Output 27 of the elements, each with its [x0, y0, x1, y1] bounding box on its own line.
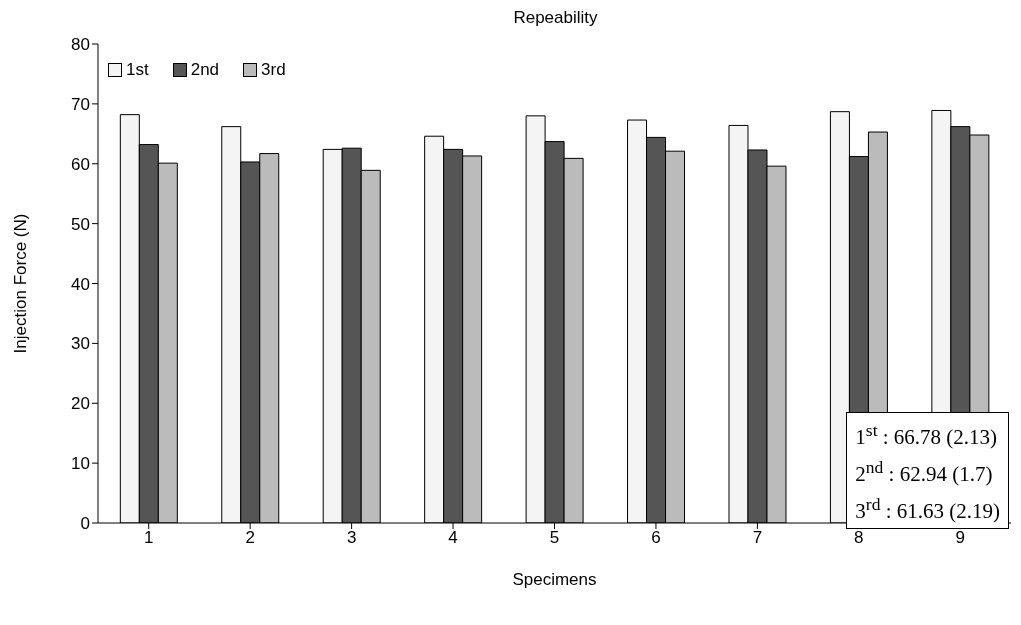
y-tick-label: 80: [71, 35, 90, 55]
legend-label: 1st: [126, 60, 149, 80]
x-tick-label: 6: [651, 528, 661, 548]
y-tick-label: 40: [71, 274, 90, 294]
y-tick-label: 50: [71, 214, 90, 234]
annotation: 3$^{rd}$ : 61.63 (2.19): [855, 493, 1000, 525]
x-tick-label: 8: [854, 528, 864, 548]
x-tick-label: 3: [346, 528, 357, 548]
annotation: 1$^{st}$ : 66.78 (2.13): [855, 419, 999, 451]
y-tick-label: 10: [71, 454, 90, 474]
x-tick-label: 7: [752, 528, 763, 548]
legend-label: 3rd: [261, 60, 286, 80]
y-tick-label: 0: [80, 514, 90, 534]
x-tick-label: 9: [955, 528, 966, 548]
x-tick-label: 2: [245, 528, 255, 548]
y-tick-label: 20: [71, 394, 90, 414]
y-axis-title: Injection Force (N): [11, 213, 31, 354]
x-tick-label: 1: [143, 528, 154, 548]
chart-title: Repeability: [512, 8, 599, 28]
y-tick-label: 60: [71, 154, 90, 174]
annotation: 2$^{nd}$ : 62.94 (1.7): [855, 456, 994, 488]
x-tick-label: 4: [448, 528, 458, 548]
y-tick-label: 70: [71, 94, 90, 114]
y-tick-label: 30: [71, 334, 90, 354]
x-axis-title: Specimens: [512, 570, 597, 589]
legend-label: 2nd: [190, 60, 220, 80]
x-tick-label: 5: [549, 528, 560, 548]
